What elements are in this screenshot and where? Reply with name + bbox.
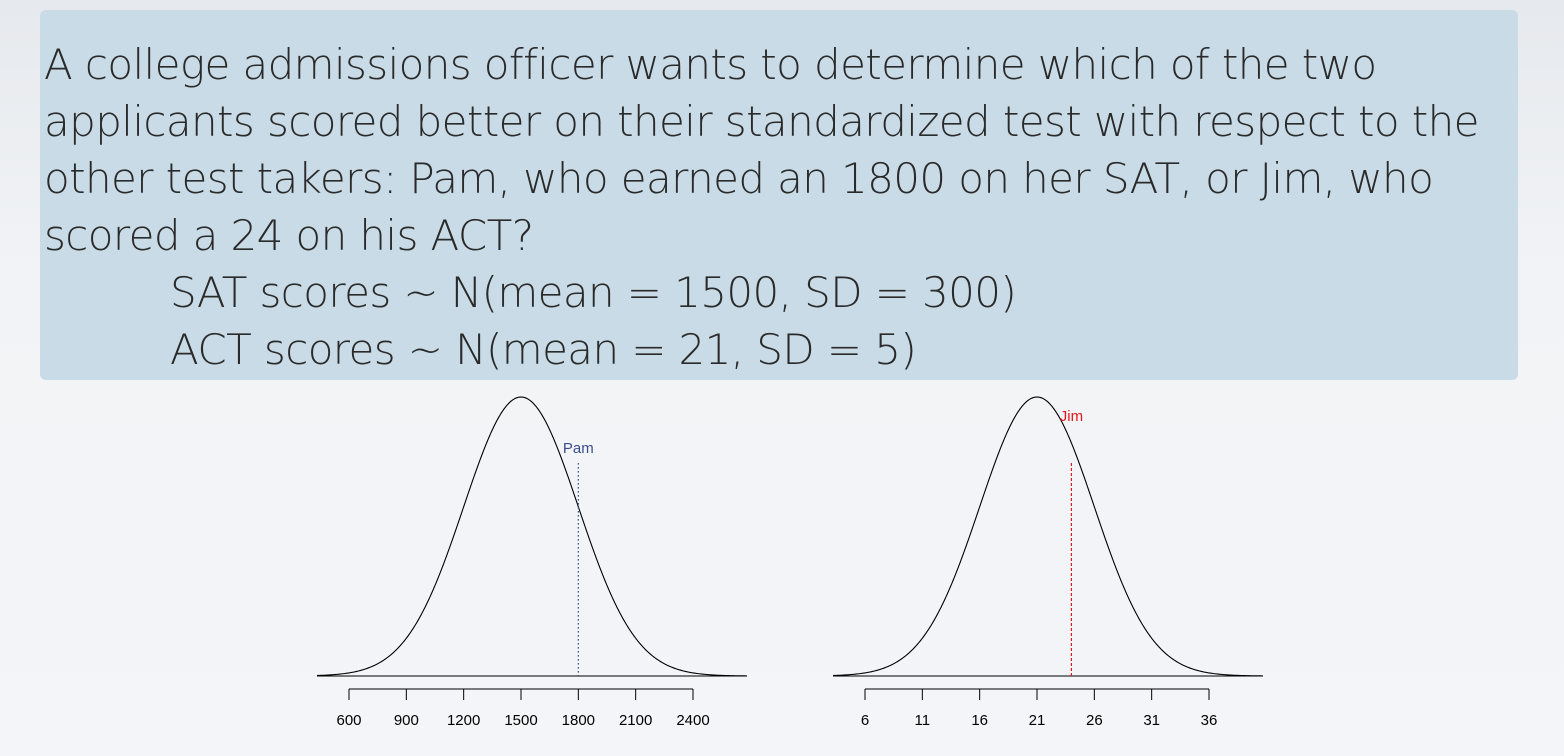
sat-tick-label-6: 2400 [676, 712, 709, 729]
act-distribution-line: ACT scores ~ N(mean = 21, SD = 5) [170, 325, 917, 374]
act-tick-label-0: 6 [861, 712, 869, 729]
sat-marker-label: Pam [563, 440, 594, 457]
act-marker-label: Jim [1060, 408, 1083, 425]
sat-density-curve [316, 396, 748, 677]
act-tick-label-1: 11 [915, 712, 931, 729]
sat-tick-label-2: 1200 [447, 712, 480, 729]
act-tick-label-2: 16 [971, 712, 988, 729]
act-density-curve [832, 396, 1264, 677]
sat-tick-label-5: 2100 [619, 712, 652, 729]
act-normal-curve-chart: Jim 6 11 16 21 26 31 36 [832, 396, 1264, 729]
act-tick-label-4: 26 [1086, 712, 1103, 729]
sat-tick-label-4: 1800 [562, 712, 595, 729]
sat-tick-label-0: 600 [336, 712, 361, 729]
act-tick-label-3: 21 [1029, 712, 1046, 729]
act-tick-label-6: 36 [1201, 712, 1218, 729]
sat-tick-label-1: 900 [394, 712, 419, 729]
question-box: A college admissions officer wants to de… [40, 10, 1518, 380]
sat-normal-curve-chart: Pam 600 900 1200 1500 1800 2100 2400 [316, 396, 748, 729]
act-tick-label-5: 31 [1143, 712, 1160, 729]
question-text: A college admissions officer wants to de… [44, 40, 1479, 260]
sat-tick-label-3: 1500 [504, 712, 537, 729]
sat-distribution-line: SAT scores ~ N(mean = 1500, SD = 300) [170, 268, 1017, 317]
